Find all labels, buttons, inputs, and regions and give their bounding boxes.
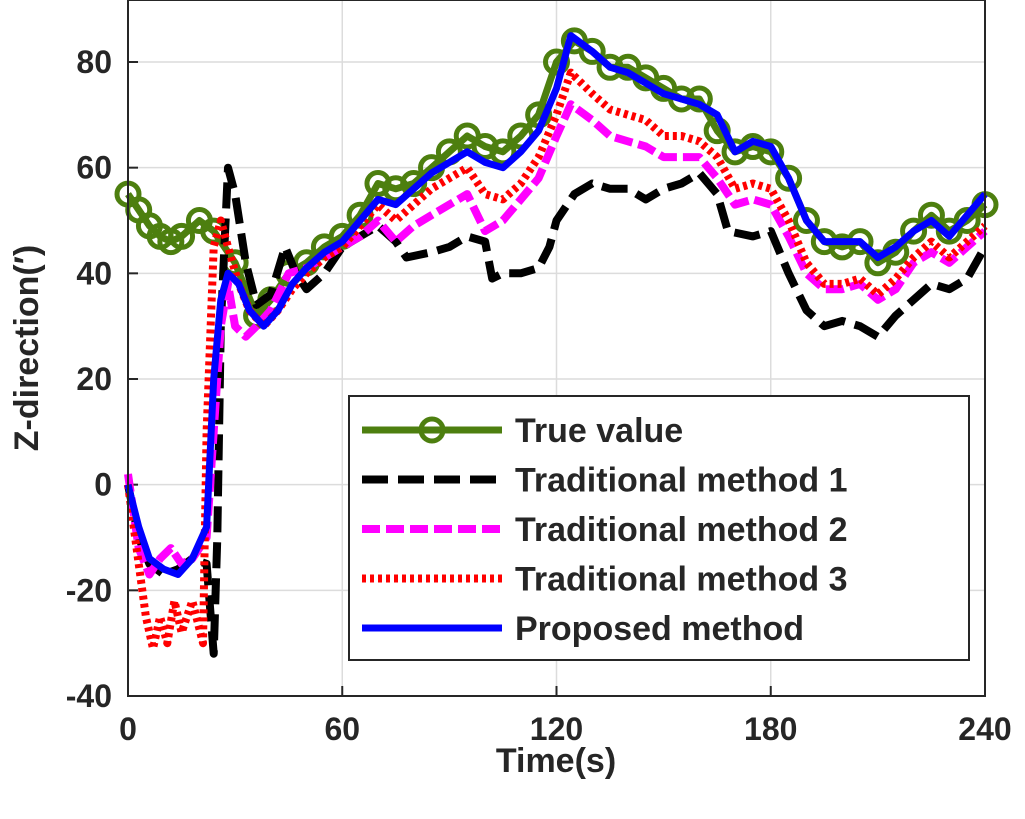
data-point-marker [917, 201, 945, 229]
legend-label: Traditional method 3 [515, 561, 847, 599]
data-point-marker [900, 217, 928, 245]
legend-label: Proposed method [515, 610, 804, 648]
x-tick-label: 240 [958, 711, 1011, 747]
legend-label: Traditional method 2 [515, 511, 847, 549]
data-point-marker [489, 138, 517, 166]
y-tick-label: 60 [76, 150, 112, 186]
y-tick-label: -40 [66, 678, 112, 714]
x-tick-label: 0 [119, 711, 137, 747]
series-traditional-method-2 [124, 100, 988, 579]
tick-labels: 0 60 120 180 240 -40 -20 0 20 40 60 80 [66, 44, 1012, 747]
y-tick-label: -20 [66, 572, 112, 608]
legend-box [348, 395, 970, 661]
axes-frame [127, 0, 986, 697]
series-line [124, 163, 989, 658]
legend: True value Traditional method 1 Traditiona… [348, 395, 970, 661]
legend-entry: Traditional method 3 [362, 561, 847, 599]
legend-entry: Traditional method 2 [362, 511, 847, 549]
series-line [124, 100, 988, 579]
data-point-marker [168, 222, 196, 250]
x-tick-label: 120 [530, 711, 583, 747]
x-tick-label: 180 [744, 711, 797, 747]
data-point-marker [792, 207, 820, 234]
y-tick-label: 80 [76, 44, 112, 80]
y-axis-label: Z-direction(′) [8, 245, 46, 451]
legend-entry: Traditional method 1 [362, 462, 847, 500]
series-line [124, 32, 988, 578]
series-group [114, 27, 999, 658]
legend-label: True value [515, 412, 683, 450]
series-traditional-method-1 [124, 163, 989, 658]
y-tick-label: 40 [76, 255, 112, 291]
legend-label: Traditional method 1 [515, 462, 847, 500]
data-point-marker [543, 48, 570, 76]
legend-marker [418, 416, 446, 444]
data-point-marker [578, 37, 606, 65]
legend-entry: True value [362, 412, 683, 450]
x-tick-label: 60 [324, 711, 360, 747]
series-proposed-method [124, 32, 988, 578]
legend-entry: Proposed method [362, 610, 804, 648]
data-point-marker [953, 207, 981, 234]
x-axis-label: Time(s) [496, 742, 616, 780]
data-point-marker [775, 164, 803, 192]
data-point-marker [757, 138, 785, 166]
y-tick-label: 0 [94, 467, 112, 503]
y-tick-label: 20 [76, 361, 112, 397]
